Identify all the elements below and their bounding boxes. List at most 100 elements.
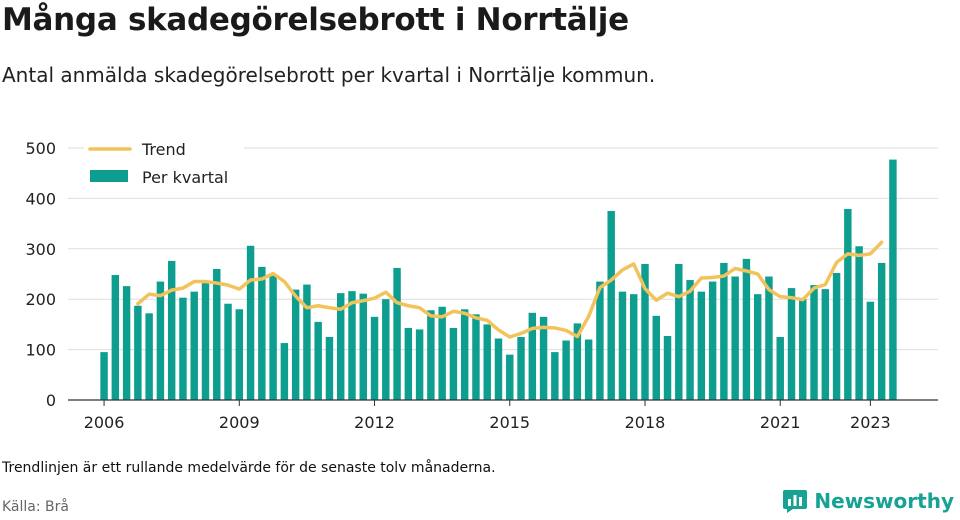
bar	[337, 293, 345, 400]
bar	[269, 275, 277, 400]
bar	[821, 289, 830, 400]
chart-area: 0 100 200 300 400 500 2006 2009 2012 2015 2018 2021…	[25, 134, 938, 432]
bar	[224, 303, 232, 400]
bar	[708, 281, 717, 400]
bar	[404, 327, 413, 400]
bar	[179, 297, 187, 400]
x-tick-label: 2023	[850, 413, 891, 432]
chart-note: Trendlinjen är ett rullande medelvärde f…	[2, 460, 496, 476]
trend-series	[136, 240, 884, 339]
bar	[889, 159, 897, 400]
chart-title: Många skadegörelsebrott i Norrtälje	[2, 2, 629, 38]
bar	[753, 294, 762, 400]
bar	[618, 291, 627, 400]
bar	[122, 286, 131, 400]
x-tick-label: 2006	[84, 413, 125, 432]
bar	[348, 291, 356, 400]
x-tick-label: 2015	[489, 413, 530, 432]
bar	[201, 283, 210, 400]
y-tick-label: 300	[25, 240, 56, 259]
bar	[449, 327, 458, 400]
bar	[787, 288, 796, 400]
bar	[393, 267, 401, 400]
bar	[506, 354, 514, 400]
bar	[776, 337, 784, 400]
bar	[472, 314, 480, 400]
bar	[573, 323, 582, 400]
y-tick-label: 100	[25, 341, 56, 360]
y-tick-label: 400	[25, 189, 56, 208]
bar	[415, 329, 424, 400]
bar	[675, 263, 683, 400]
bar	[517, 337, 525, 400]
bar	[145, 313, 153, 400]
chart-subtitle: Antal anmälda skadegörelsebrott per kvar…	[2, 63, 656, 87]
y-tick-label: 500	[25, 139, 56, 158]
bar	[607, 211, 615, 400]
brand-logo[interactable]: Newsworthy	[782, 488, 954, 514]
bar	[483, 324, 491, 400]
y-tick-label: 200	[25, 290, 56, 309]
bar	[156, 281, 165, 400]
bar	[584, 339, 593, 400]
bar	[460, 309, 469, 400]
bar	[832, 272, 841, 400]
bar	[167, 260, 176, 400]
bar	[731, 276, 739, 400]
bar	[652, 315, 660, 400]
bar	[370, 316, 379, 400]
bar	[877, 262, 886, 400]
bar	[359, 293, 367, 400]
bar	[844, 208, 852, 400]
bar	[325, 337, 334, 400]
bar	[810, 285, 818, 400]
bar	[111, 275, 120, 400]
bar	[686, 280, 694, 400]
bar-series	[100, 159, 897, 400]
bar	[438, 306, 446, 400]
bar	[630, 294, 638, 400]
bar	[134, 305, 142, 400]
bar	[246, 245, 255, 400]
bar	[765, 276, 773, 400]
x-tick-label: 2012	[354, 413, 395, 432]
bar	[720, 262, 728, 400]
brand-name: Newsworthy	[814, 489, 954, 513]
legend-label-trend: Trend	[141, 140, 186, 159]
bar	[280, 343, 289, 400]
bar	[663, 335, 672, 400]
bar	[528, 312, 537, 400]
bar	[494, 338, 503, 400]
axes: 0 100 200 300 400 500 2006 2009 2012 2015 2018 2021…	[25, 139, 938, 432]
legend-label-bars: Per kvartal	[142, 168, 228, 187]
bar	[697, 291, 706, 400]
bar	[427, 310, 435, 400]
bar	[314, 321, 322, 400]
bar	[855, 246, 863, 400]
source-label: Källa: Brå	[2, 499, 69, 515]
legend-swatch-bars	[90, 170, 128, 182]
bar	[258, 266, 266, 400]
bar	[596, 281, 604, 400]
bar	[303, 284, 311, 400]
bar	[641, 263, 649, 400]
y-tick-label: 0	[46, 391, 56, 410]
bar	[100, 352, 108, 400]
x-tick-label: 2021	[760, 413, 801, 432]
trend-line	[136, 240, 884, 339]
bar-chart-logo-icon	[783, 490, 808, 513]
bar	[562, 340, 570, 400]
x-tick-label: 2009	[219, 413, 260, 432]
bar	[213, 268, 221, 400]
bar	[799, 299, 807, 400]
bar	[291, 289, 300, 400]
bar	[866, 301, 875, 400]
x-tick-label: 2018	[625, 413, 666, 432]
bar	[539, 316, 548, 400]
bar	[235, 309, 244, 400]
legend: Trend Per kvartal	[84, 134, 244, 192]
bar	[551, 352, 559, 400]
bar	[190, 291, 198, 400]
bar	[382, 299, 390, 400]
bar	[742, 258, 751, 400]
